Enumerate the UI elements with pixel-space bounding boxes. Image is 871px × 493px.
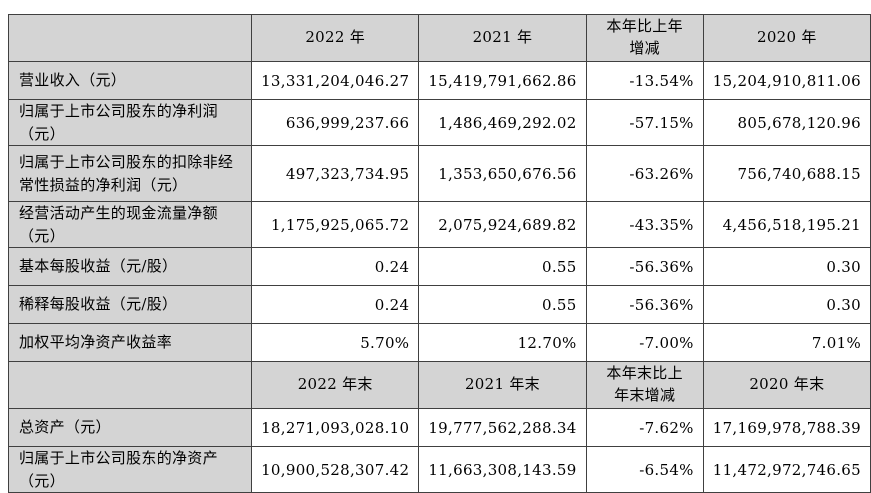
table-row-basic-eps: 基本每股收益（元/股） 0.24 0.55 -56.36% 0.30 <box>7 247 871 286</box>
header-year-2022: 2022 年 <box>251 14 420 62</box>
cell-2021: 0.55 <box>418 247 587 286</box>
header-2021-year-end: 2021 年末 <box>418 361 587 409</box>
cell-2020: 17,169,978,788.39 <box>702 408 871 447</box>
row-label: 总资产（元） <box>7 408 253 447</box>
cell-change: -56.36% <box>585 247 704 286</box>
cell-2020: 11,472,972,746.65 <box>702 446 871 493</box>
cell-2022: 13,331,204,046.27 <box>251 61 420 100</box>
cell-2022: 10,900,528,307.42 <box>251 446 420 493</box>
cell-2022: 497,323,734.95 <box>251 145 420 202</box>
header-year-2021: 2021 年 <box>418 14 587 62</box>
row-label: 归属于上市公司股东的扣除非经常性损益的净利润（元） <box>7 145 253 202</box>
cell-2020: 0.30 <box>702 285 871 324</box>
row-label: 营业收入（元） <box>7 61 253 100</box>
cell-2020: 0.30 <box>702 247 871 286</box>
cell-2022: 1,175,925,065.72 <box>251 201 420 248</box>
header-2020-year-end: 2020 年末 <box>702 361 871 409</box>
header-blank-cell <box>7 361 253 409</box>
table-row-total-assets: 总资产（元） 18,271,093,028.10 19,777,562,288.… <box>7 408 871 447</box>
cell-2022: 5.70% <box>251 323 420 362</box>
cell-2022: 0.24 <box>251 247 420 286</box>
table-row-net-profit: 归属于上市公司股东的净利润（元） 636,999,237.66 1,486,46… <box>7 99 871 146</box>
row-label: 稀释每股收益（元/股） <box>7 285 253 324</box>
cell-change: -13.54% <box>585 61 704 100</box>
table-row-net-assets: 归属于上市公司股东的净资产（元） 10,900,528,307.42 11,66… <box>7 446 871 493</box>
header-row-annual: 2022 年 2021 年 本年比上年增减 2020 年 <box>7 14 871 62</box>
row-label: 经营活动产生的现金流量净额（元） <box>7 201 253 248</box>
cell-2020: 7.01% <box>702 323 871 362</box>
table-row-weighted-avg-roe: 加权平均净资产收益率 5.70% 12.70% -7.00% 7.01% <box>7 323 871 362</box>
row-label: 基本每股收益（元/股） <box>7 247 253 286</box>
cell-2021: 1,486,469,292.02 <box>418 99 587 146</box>
cell-2020: 805,678,120.96 <box>702 99 871 146</box>
cell-2021: 19,777,562,288.34 <box>418 408 587 447</box>
cell-change: -43.35% <box>585 201 704 248</box>
table-row-operating-cash-flow: 经营活动产生的现金流量净额（元） 1,175,925,065.72 2,075,… <box>7 201 871 248</box>
cell-change: -56.36% <box>585 285 704 324</box>
cell-change: -6.54% <box>585 446 704 493</box>
cell-change: -7.00% <box>585 323 704 362</box>
table-row-revenue: 营业收入（元） 13,331,204,046.27 15,419,791,662… <box>7 61 871 100</box>
cell-2021: 2,075,924,689.82 <box>418 201 587 248</box>
cell-2022: 0.24 <box>251 285 420 324</box>
cell-2021: 12.70% <box>418 323 587 362</box>
header-row-year-end: 2022 年末 2021 年末 本年末比上年末增减 2020 年末 <box>7 361 871 409</box>
row-label: 归属于上市公司股东的净利润（元） <box>7 99 253 146</box>
header-year-2020: 2020 年 <box>702 14 871 62</box>
cell-2021: 1,353,650,676.56 <box>418 145 587 202</box>
cell-change: -7.62% <box>585 408 704 447</box>
financial-summary-table: 2022 年 2021 年 本年比上年增减 2020 年 营业收入（元） 13,… <box>7 14 871 493</box>
cell-change: -63.26% <box>585 145 704 202</box>
cell-2022: 18,271,093,028.10 <box>251 408 420 447</box>
cell-2021: 0.55 <box>418 285 587 324</box>
cell-2021: 15,419,791,662.86 <box>418 61 587 100</box>
cell-change: -57.15% <box>585 99 704 146</box>
row-label: 加权平均净资产收益率 <box>7 323 253 362</box>
cell-2021: 11,663,308,143.59 <box>418 446 587 493</box>
header-2022-year-end: 2022 年末 <box>251 361 420 409</box>
cell-2020: 15,204,910,811.06 <box>702 61 871 100</box>
cell-2020: 4,456,518,195.21 <box>702 201 871 248</box>
table-row-net-profit-excl-nonrecurring: 归属于上市公司股东的扣除非经常性损益的净利润（元） 497,323,734.95… <box>7 145 871 202</box>
table-row-diluted-eps: 稀释每股收益（元/股） 0.24 0.55 -56.36% 0.30 <box>7 285 871 324</box>
header-blank-cell <box>7 14 253 62</box>
header-yoy-change: 本年比上年增减 <box>585 14 704 62</box>
row-label: 归属于上市公司股东的净资产（元） <box>7 446 253 493</box>
cell-2022: 636,999,237.66 <box>251 99 420 146</box>
cell-2020: 756,740,688.15 <box>702 145 871 202</box>
header-year-end-change: 本年末比上年末增减 <box>585 361 704 409</box>
key-financials-table: 2022 年 2021 年 本年比上年增减 2020 年 营业收入（元） 13,… <box>7 14 871 493</box>
